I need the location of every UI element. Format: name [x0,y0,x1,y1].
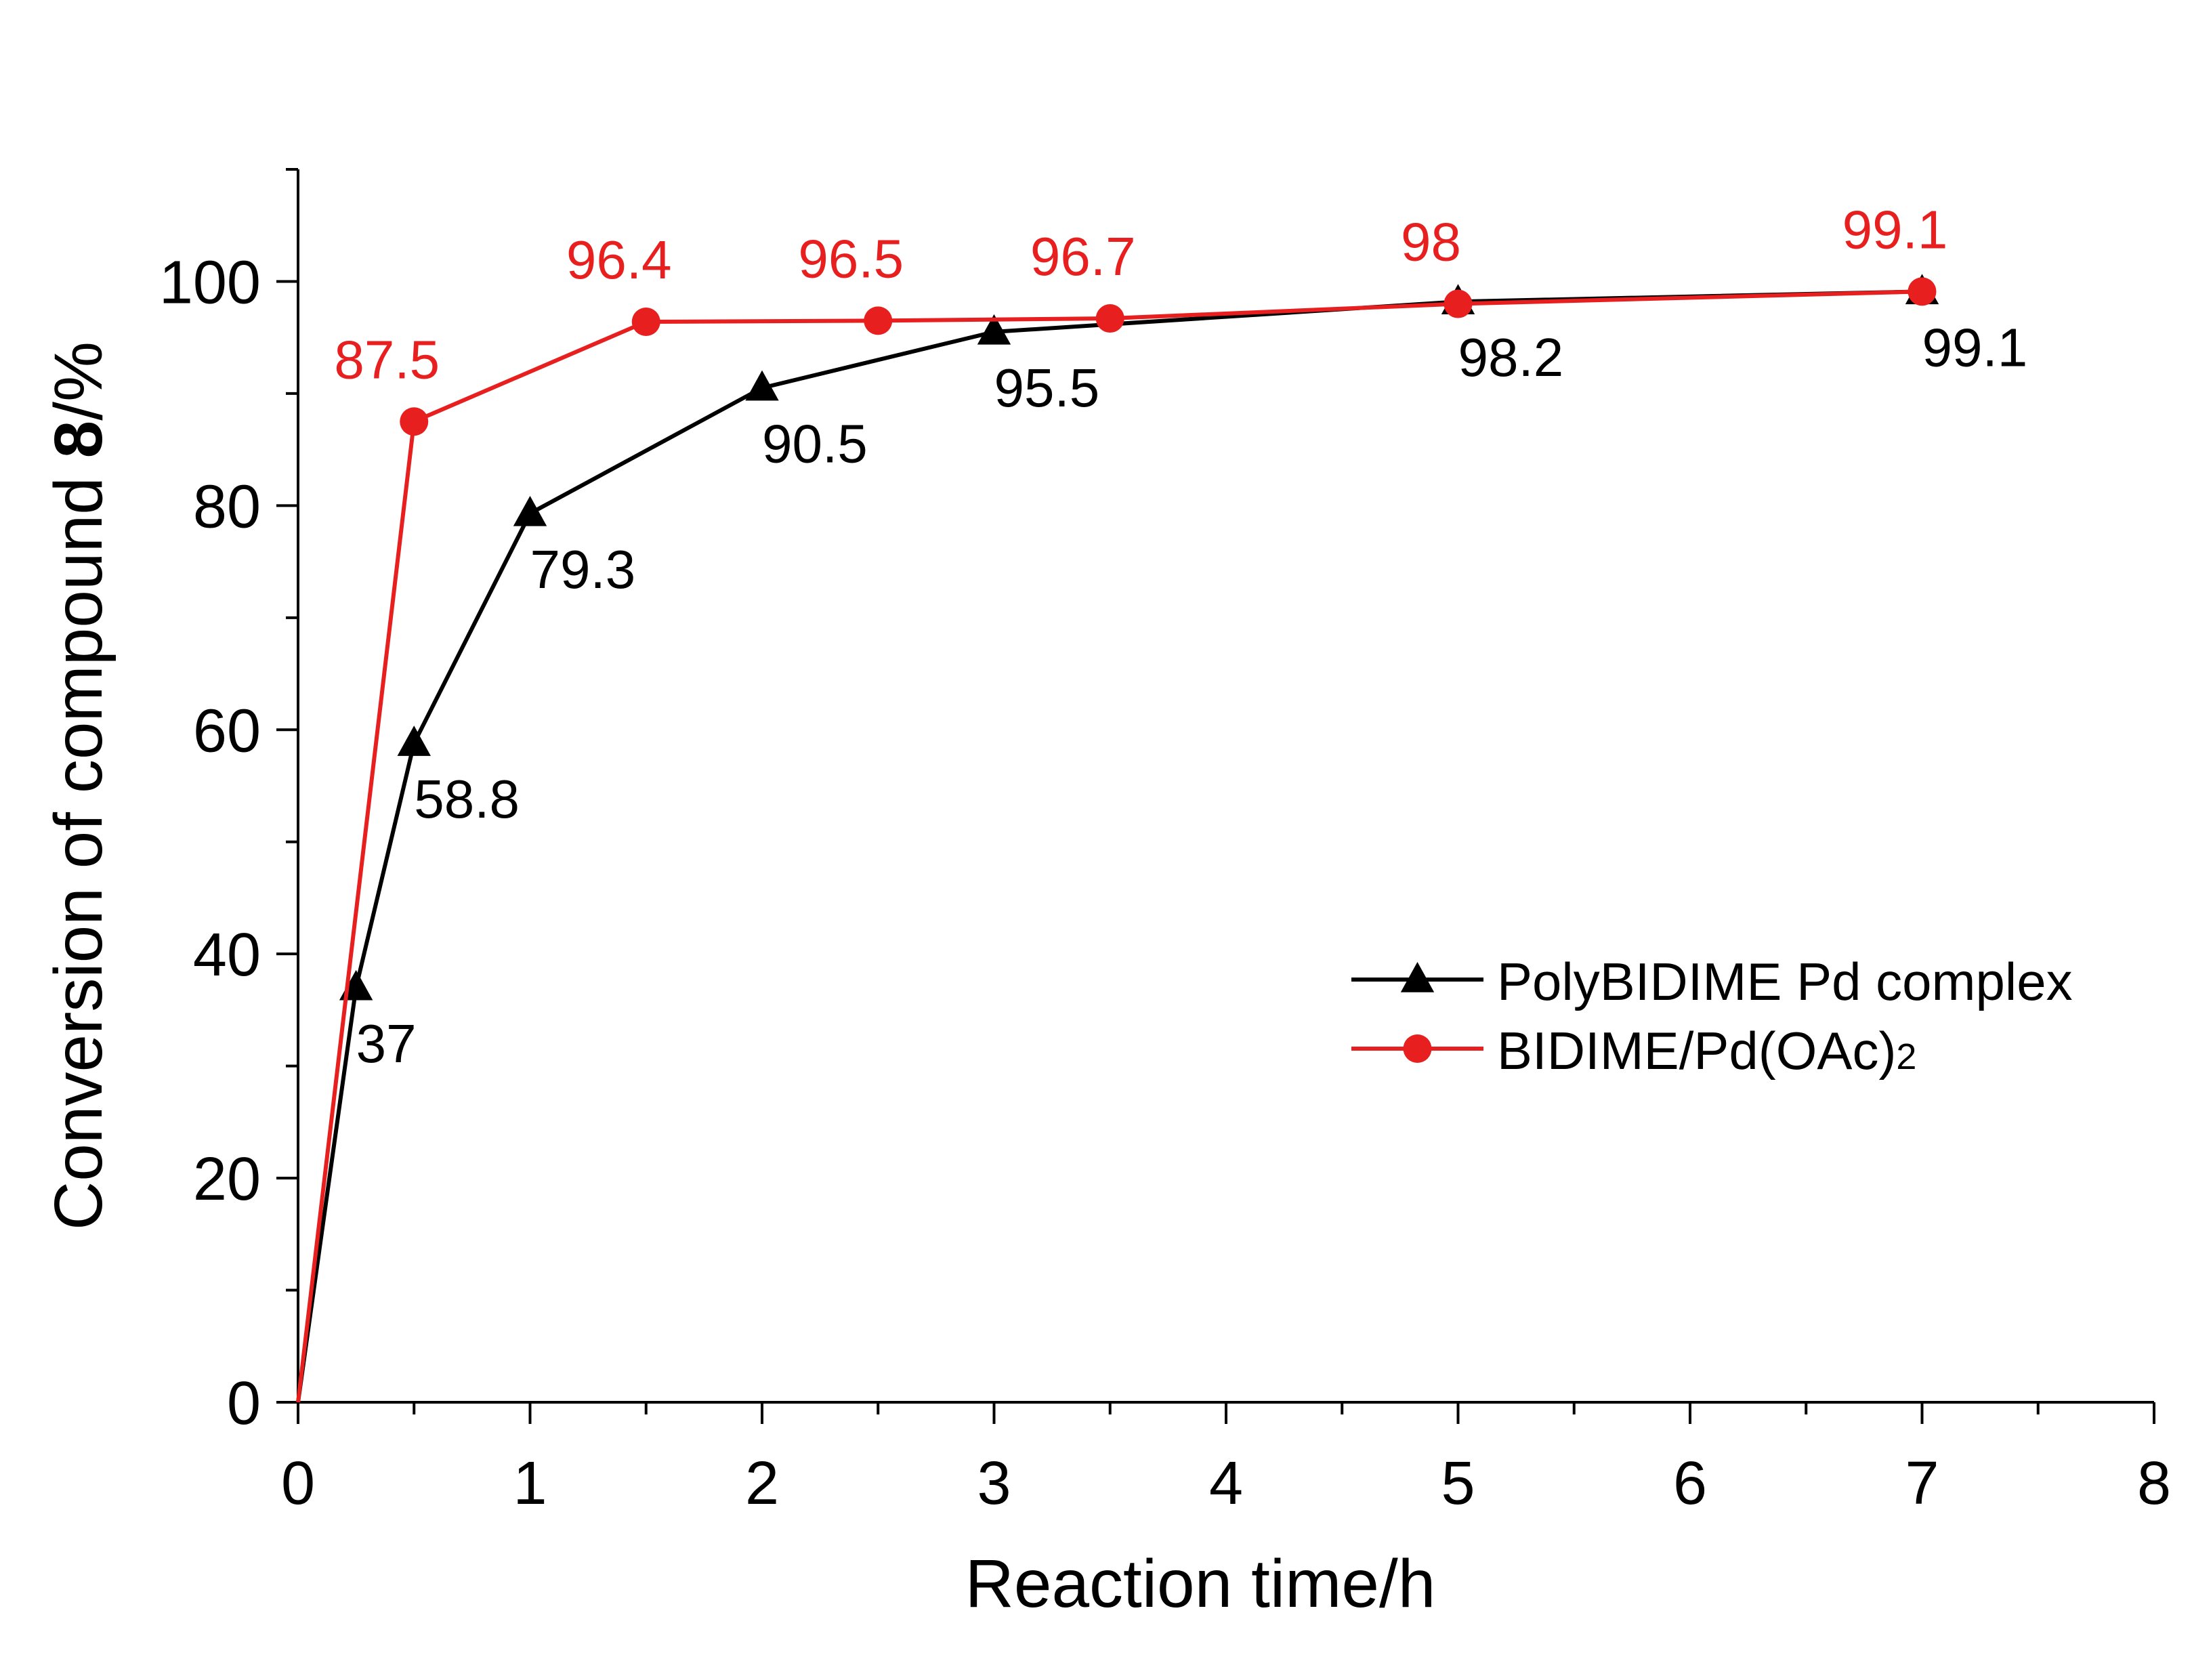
y-axis-title: Conversion of compound 8/% [41,341,117,1230]
data-label: 96.4 [566,230,672,290]
data-point [1443,289,1473,318]
legend-label: BIDIME/Pd(OAc)2 [1497,1021,1916,1080]
x-tick-label: 8 [2137,1450,2171,1517]
data-label: 87.5 [334,329,440,390]
data-label: 98.2 [1458,327,1564,387]
data-labels: 37 58.8 79.3 90.5 95.5 98.2 99.1 87.5 96.4 96.5 96… [334,199,2027,1073]
legend: PolyBIDIME Pd complex BIDIME/Pd(OAc)2 [1351,952,2073,1080]
data-point [397,726,431,756]
data-label: 96.7 [1030,226,1136,287]
data-label: 96.5 [798,228,904,289]
series-2 [296,277,1937,1403]
data-label: 58.8 [414,769,520,829]
x-tick-label: 0 [281,1450,315,1517]
data-point [745,370,779,401]
data-label: 95.5 [994,358,1100,418]
data-label: 99.1 [1842,199,1948,259]
data-label: 90.5 [762,414,868,474]
y-tick-label: 40 [193,921,261,989]
series-layer [296,274,1939,1403]
legend-item-2: BIDIME/Pd(OAc)2 [1351,1021,1916,1080]
data-point [631,308,660,337]
y-axis-title-bold: 8 [41,421,117,459]
data-point [977,314,1011,345]
data-point [513,495,547,526]
y-tick-label: 60 [193,697,261,765]
x-tick-label: 7 [1905,1450,1939,1517]
data-point [1908,277,1937,306]
y-tick-label: 80 [193,473,261,541]
y-tick-label: 0 [227,1370,261,1437]
x-tick-label: 2 [745,1450,779,1517]
data-point [400,407,429,436]
legend-marker [1403,1034,1432,1063]
data-point [864,306,893,335]
x-tick-label: 6 [1673,1450,1707,1517]
data-point [1095,304,1124,333]
x-tick-label: 3 [977,1450,1011,1517]
legend-item-1: PolyBIDIME Pd complex [1351,952,2073,1011]
legend-marker [1400,962,1435,992]
data-label: 79.3 [530,539,636,600]
y-axis-title-prefix: Conversion of compound [41,458,117,1230]
data-label: 99.1 [1922,317,2028,377]
y-tick-label: 100 [159,249,261,316]
y-tick-label: 20 [193,1146,261,1213]
x-tick-label: 4 [1209,1450,1243,1517]
x-tick-label: 1 [513,1450,547,1517]
legend-label: PolyBIDIME Pd complex [1497,952,2073,1011]
x-axis-title: Reaction time/h [965,1546,1436,1622]
y-axis-title-suffix: /% [41,341,117,421]
x-tick-label: 5 [1441,1450,1475,1517]
data-label: 37 [356,1013,417,1074]
data-label: 98 [1401,212,1461,272]
